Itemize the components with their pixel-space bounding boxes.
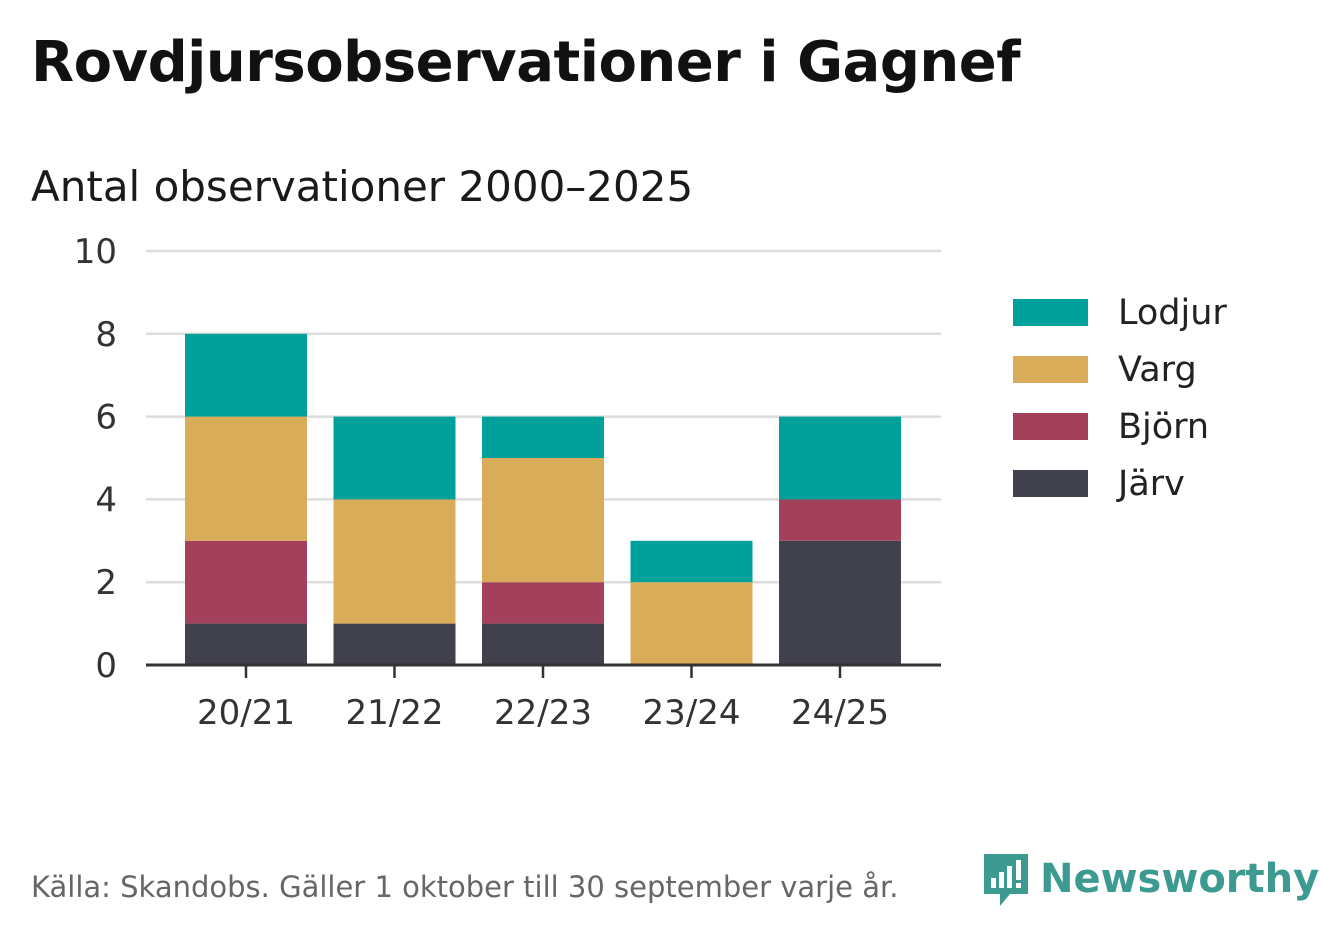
- x-tick-label: 22/23: [494, 693, 592, 733]
- legend-item-bjorn: Björn: [1013, 398, 1227, 455]
- y-tick-label: 4: [95, 480, 117, 520]
- x-tick-label: 20/21: [197, 693, 295, 733]
- bar-segment-jrv: [779, 540, 901, 665]
- y-tick-label: 2: [95, 563, 117, 603]
- brand-name: Newsworthy: [1040, 856, 1320, 902]
- bar-segment-jrv: [185, 623, 307, 665]
- bar-segment-lodjur: [333, 416, 456, 500]
- bar-segment-jrv: [333, 623, 456, 665]
- source-note: Källa: Skandobs. Gäller 1 oktober till 3…: [31, 870, 899, 904]
- legend-swatch-varg: [1013, 356, 1088, 383]
- bar-segment-lodjur: [482, 416, 604, 458]
- legend-swatch-lodjur: [1013, 299, 1088, 326]
- y-tick-label: 6: [95, 398, 117, 438]
- x-tick-label: 24/25: [791, 693, 889, 733]
- y-tick-label: 0: [95, 646, 117, 686]
- bar-segment-varg: [482, 458, 604, 583]
- x-tick-label: 21/22: [346, 693, 444, 733]
- bar-segment-bjrn: [779, 499, 901, 541]
- bar-segment-bjrn: [185, 540, 307, 624]
- brand-logo: Newsworthy: [980, 848, 1319, 910]
- legend-swatch-jarv: [1013, 470, 1088, 497]
- y-tick-label: 8: [95, 315, 117, 355]
- x-tick-label: 23/24: [643, 693, 741, 733]
- bar-segment-lodjur: [185, 333, 307, 417]
- newsworthy-logo-icon: [984, 854, 1028, 906]
- bar-segment-varg: [630, 582, 753, 665]
- bar-segment-lodjur: [779, 416, 901, 500]
- bar-segment-bjrn: [482, 582, 604, 624]
- legend-label-jarv: Järv: [1118, 463, 1185, 504]
- legend-item-lodjur: Lodjur: [1013, 284, 1227, 341]
- y-tick-label: 10: [74, 232, 117, 272]
- chart-legend: Lodjur Varg Björn Järv: [1013, 284, 1227, 512]
- legend-item-varg: Varg: [1013, 341, 1227, 398]
- bar-segment-jrv: [482, 623, 604, 665]
- bar-segment-lodjur: [630, 540, 753, 583]
- legend-item-jarv: Järv: [1013, 455, 1227, 512]
- legend-label-varg: Varg: [1118, 349, 1197, 390]
- chart-subtitle: Antal observationer 2000–2025: [31, 162, 694, 211]
- bar-segment-varg: [185, 416, 307, 541]
- bar-segment-varg: [333, 499, 456, 624]
- legend-label-lodjur: Lodjur: [1118, 292, 1227, 333]
- legend-label-bjorn: Björn: [1118, 406, 1210, 447]
- legend-swatch-bjorn: [1013, 413, 1088, 440]
- chart-title: Rovdjursobservationer i Gagnef: [31, 30, 1021, 95]
